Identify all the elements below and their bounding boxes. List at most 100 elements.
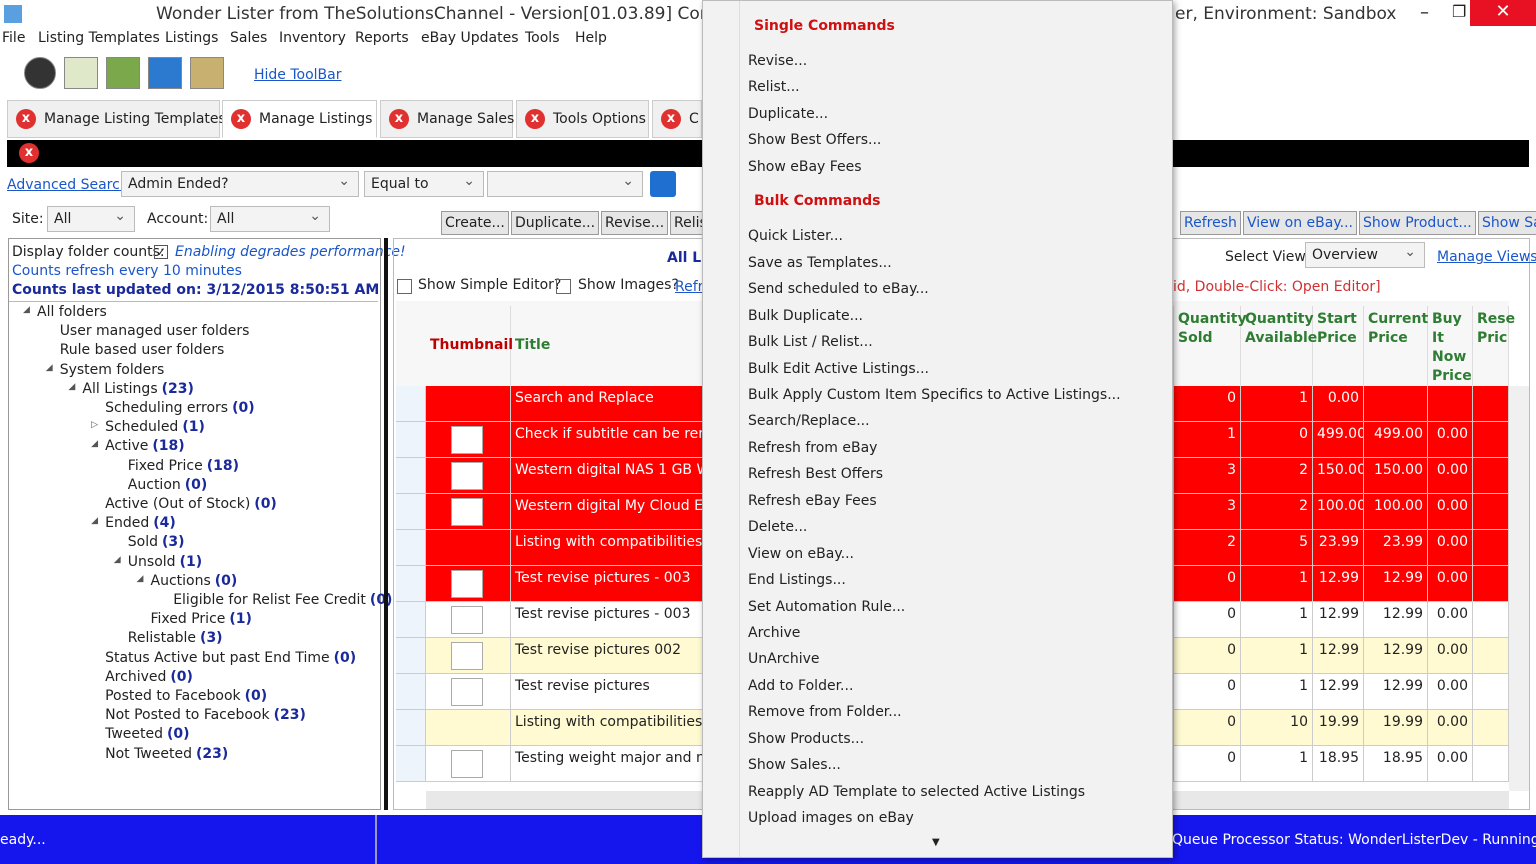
- value-cell[interactable]: 23.99: [1364, 530, 1428, 566]
- column-header[interactable]: Current Price: [1364, 306, 1428, 386]
- value-cell[interactable]: 499.00: [1313, 422, 1364, 458]
- menu-command[interactable]: Search/Replace...: [748, 413, 870, 430]
- value-cell[interactable]: 19.99: [1313, 710, 1364, 746]
- menu-command[interactable]: Upload images on eBay: [748, 810, 914, 827]
- tree-item[interactable]: Auction (0): [128, 477, 208, 493]
- value-cell[interactable]: 12.99: [1313, 602, 1364, 638]
- value-cell[interactable]: 3: [1174, 494, 1241, 530]
- value-cell[interactable]: 0: [1174, 602, 1241, 638]
- tree-item[interactable]: Status Active but past End Time (0): [105, 650, 356, 666]
- value-cell[interactable]: [1473, 602, 1509, 638]
- menu-item[interactable]: Reports: [355, 30, 409, 46]
- menu-command[interactable]: Refresh Best Offers: [748, 466, 884, 483]
- menu-command[interactable]: Revise...: [748, 53, 808, 69]
- value-cell[interactable]: [1473, 746, 1509, 782]
- value-cell[interactable]: 0: [1174, 710, 1241, 746]
- close-tab[interactable]: x: [16, 109, 36, 129]
- menu-command[interactable]: Remove from Folder...: [748, 704, 902, 721]
- tree-item[interactable]: Archived (0): [105, 669, 193, 685]
- value-cell[interactable]: 1: [1241, 386, 1313, 422]
- tree-item[interactable]: Auctions (0): [151, 573, 238, 589]
- tree-item[interactable]: Scheduled (1): [105, 419, 205, 435]
- tree-item[interactable]: Active (Out of Stock) (0): [105, 496, 277, 512]
- tree-expander[interactable]: ◢: [91, 439, 99, 450]
- value-cell[interactable]: 0: [1174, 386, 1241, 422]
- tree-expander[interactable]: ◢: [45, 362, 53, 373]
- tree-item[interactable]: Ended (4): [105, 515, 176, 531]
- close[interactable]: ✕: [1470, 0, 1536, 26]
- value-cell[interactable]: 150.00: [1313, 458, 1364, 494]
- menu-command[interactable]: End Listings...: [748, 572, 846, 589]
- tree-item[interactable]: Active (18): [105, 438, 185, 454]
- value-cell[interactable]: 1: [1241, 674, 1313, 710]
- value-cell[interactable]: 12.99: [1313, 638, 1364, 674]
- tool-icon[interactable]: [148, 57, 182, 89]
- tree-item[interactable]: Posted to Facebook (0): [105, 688, 267, 704]
- tab[interactable]: x Manage Sales: [380, 100, 514, 138]
- menu-command[interactable]: Bulk Duplicate...: [748, 307, 863, 324]
- value-cell[interactable]: 150.00: [1364, 458, 1428, 494]
- menu-command[interactable]: Bulk Edit Active Listings...: [748, 360, 930, 377]
- value-cell[interactable]: 1: [1241, 638, 1313, 674]
- menu-command[interactable]: Relist...: [748, 79, 800, 96]
- value-cell[interactable]: 12.99: [1364, 674, 1428, 710]
- value-cell[interactable]: 10: [1241, 710, 1313, 746]
- value-cell[interactable]: [1473, 674, 1509, 710]
- view-select[interactable]: Overview: [1305, 240, 1425, 268]
- value-select[interactable]: [487, 169, 643, 197]
- value-cell[interactable]: 1: [1174, 422, 1241, 458]
- menu-command[interactable]: Archive: [748, 625, 801, 641]
- menu-item[interactable]: Listings: [165, 30, 219, 46]
- value-cell[interactable]: 3: [1174, 458, 1241, 494]
- menu-item[interactable]: eBay Updates: [421, 30, 519, 46]
- action-button[interactable]: Show Sales...: [1478, 211, 1536, 235]
- tree-item[interactable]: Not Posted to Facebook (23): [105, 707, 306, 723]
- tab[interactable]: x Manage Listing Templates: [7, 100, 226, 138]
- tree-expander[interactable]: ◢: [91, 516, 99, 527]
- tree-item[interactable]: System folders: [60, 362, 165, 378]
- tree-item[interactable]: Scheduling errors (0): [105, 400, 255, 416]
- menu-item[interactable]: Tools: [525, 30, 560, 46]
- value-cell[interactable]: 100.00: [1364, 494, 1428, 530]
- tree-expander[interactable]: ◢: [23, 305, 30, 315]
- menu-command[interactable]: Send scheduled to eBay...: [748, 281, 929, 298]
- tool-icon[interactable]: [24, 57, 56, 89]
- menu-item[interactable]: Inventory: [279, 30, 346, 46]
- tree-item[interactable]: Sold (3): [128, 534, 185, 550]
- tree-expander[interactable]: ◢: [136, 573, 144, 584]
- action-button[interactable]: Show Product...: [1359, 211, 1476, 235]
- menu-scroll-down[interactable]: ▼: [932, 837, 940, 848]
- value-cell[interactable]: 0.00: [1428, 422, 1473, 458]
- tab[interactable]: x Manage Listings: [222, 100, 377, 138]
- action-button[interactable]: Create...: [441, 211, 509, 235]
- checkbox[interactable]: [397, 279, 412, 294]
- value-cell[interactable]: [1473, 566, 1509, 602]
- value-cell[interactable]: 18.95: [1313, 746, 1364, 782]
- value-cell[interactable]: 0: [1174, 746, 1241, 782]
- tree-item[interactable]: Unsold (1): [128, 554, 202, 570]
- search-button[interactable]: [650, 171, 676, 197]
- tree-expander[interactable]: ▷: [91, 420, 99, 431]
- value-cell[interactable]: 1: [1241, 566, 1313, 602]
- menu-command[interactable]: Show Sales...: [748, 757, 841, 774]
- close-tab[interactable]: x: [19, 143, 39, 163]
- view-combo-left[interactable]: [1176, 243, 1218, 269]
- value-cell[interactable]: 12.99: [1364, 602, 1428, 638]
- value-cell[interactable]: [1473, 422, 1509, 458]
- tree-item[interactable]: Tweeted (0): [105, 726, 189, 742]
- value-cell[interactable]: [1473, 530, 1509, 566]
- field-select[interactable]: Admin Ended?: [121, 169, 359, 197]
- value-cell[interactable]: 0.00: [1428, 566, 1473, 602]
- operator-select[interactable]: Equal to: [364, 169, 484, 197]
- menu-command[interactable]: Set Automation Rule...: [748, 598, 906, 615]
- value-cell[interactable]: 12.99: [1364, 638, 1428, 674]
- menu-item[interactable]: Listing Templates: [38, 30, 160, 46]
- value-cell[interactable]: 1: [1241, 602, 1313, 638]
- value-cell[interactable]: 2: [1174, 530, 1241, 566]
- column-header[interactable]: Quantity Available: [1241, 306, 1317, 386]
- value-cell[interactable]: 2: [1241, 458, 1313, 494]
- menu-command[interactable]: Add to Folder...: [748, 677, 854, 694]
- menu-command[interactable]: Refresh eBay Fees: [748, 492, 877, 509]
- menu-command[interactable]: Show eBay Fees: [748, 158, 862, 175]
